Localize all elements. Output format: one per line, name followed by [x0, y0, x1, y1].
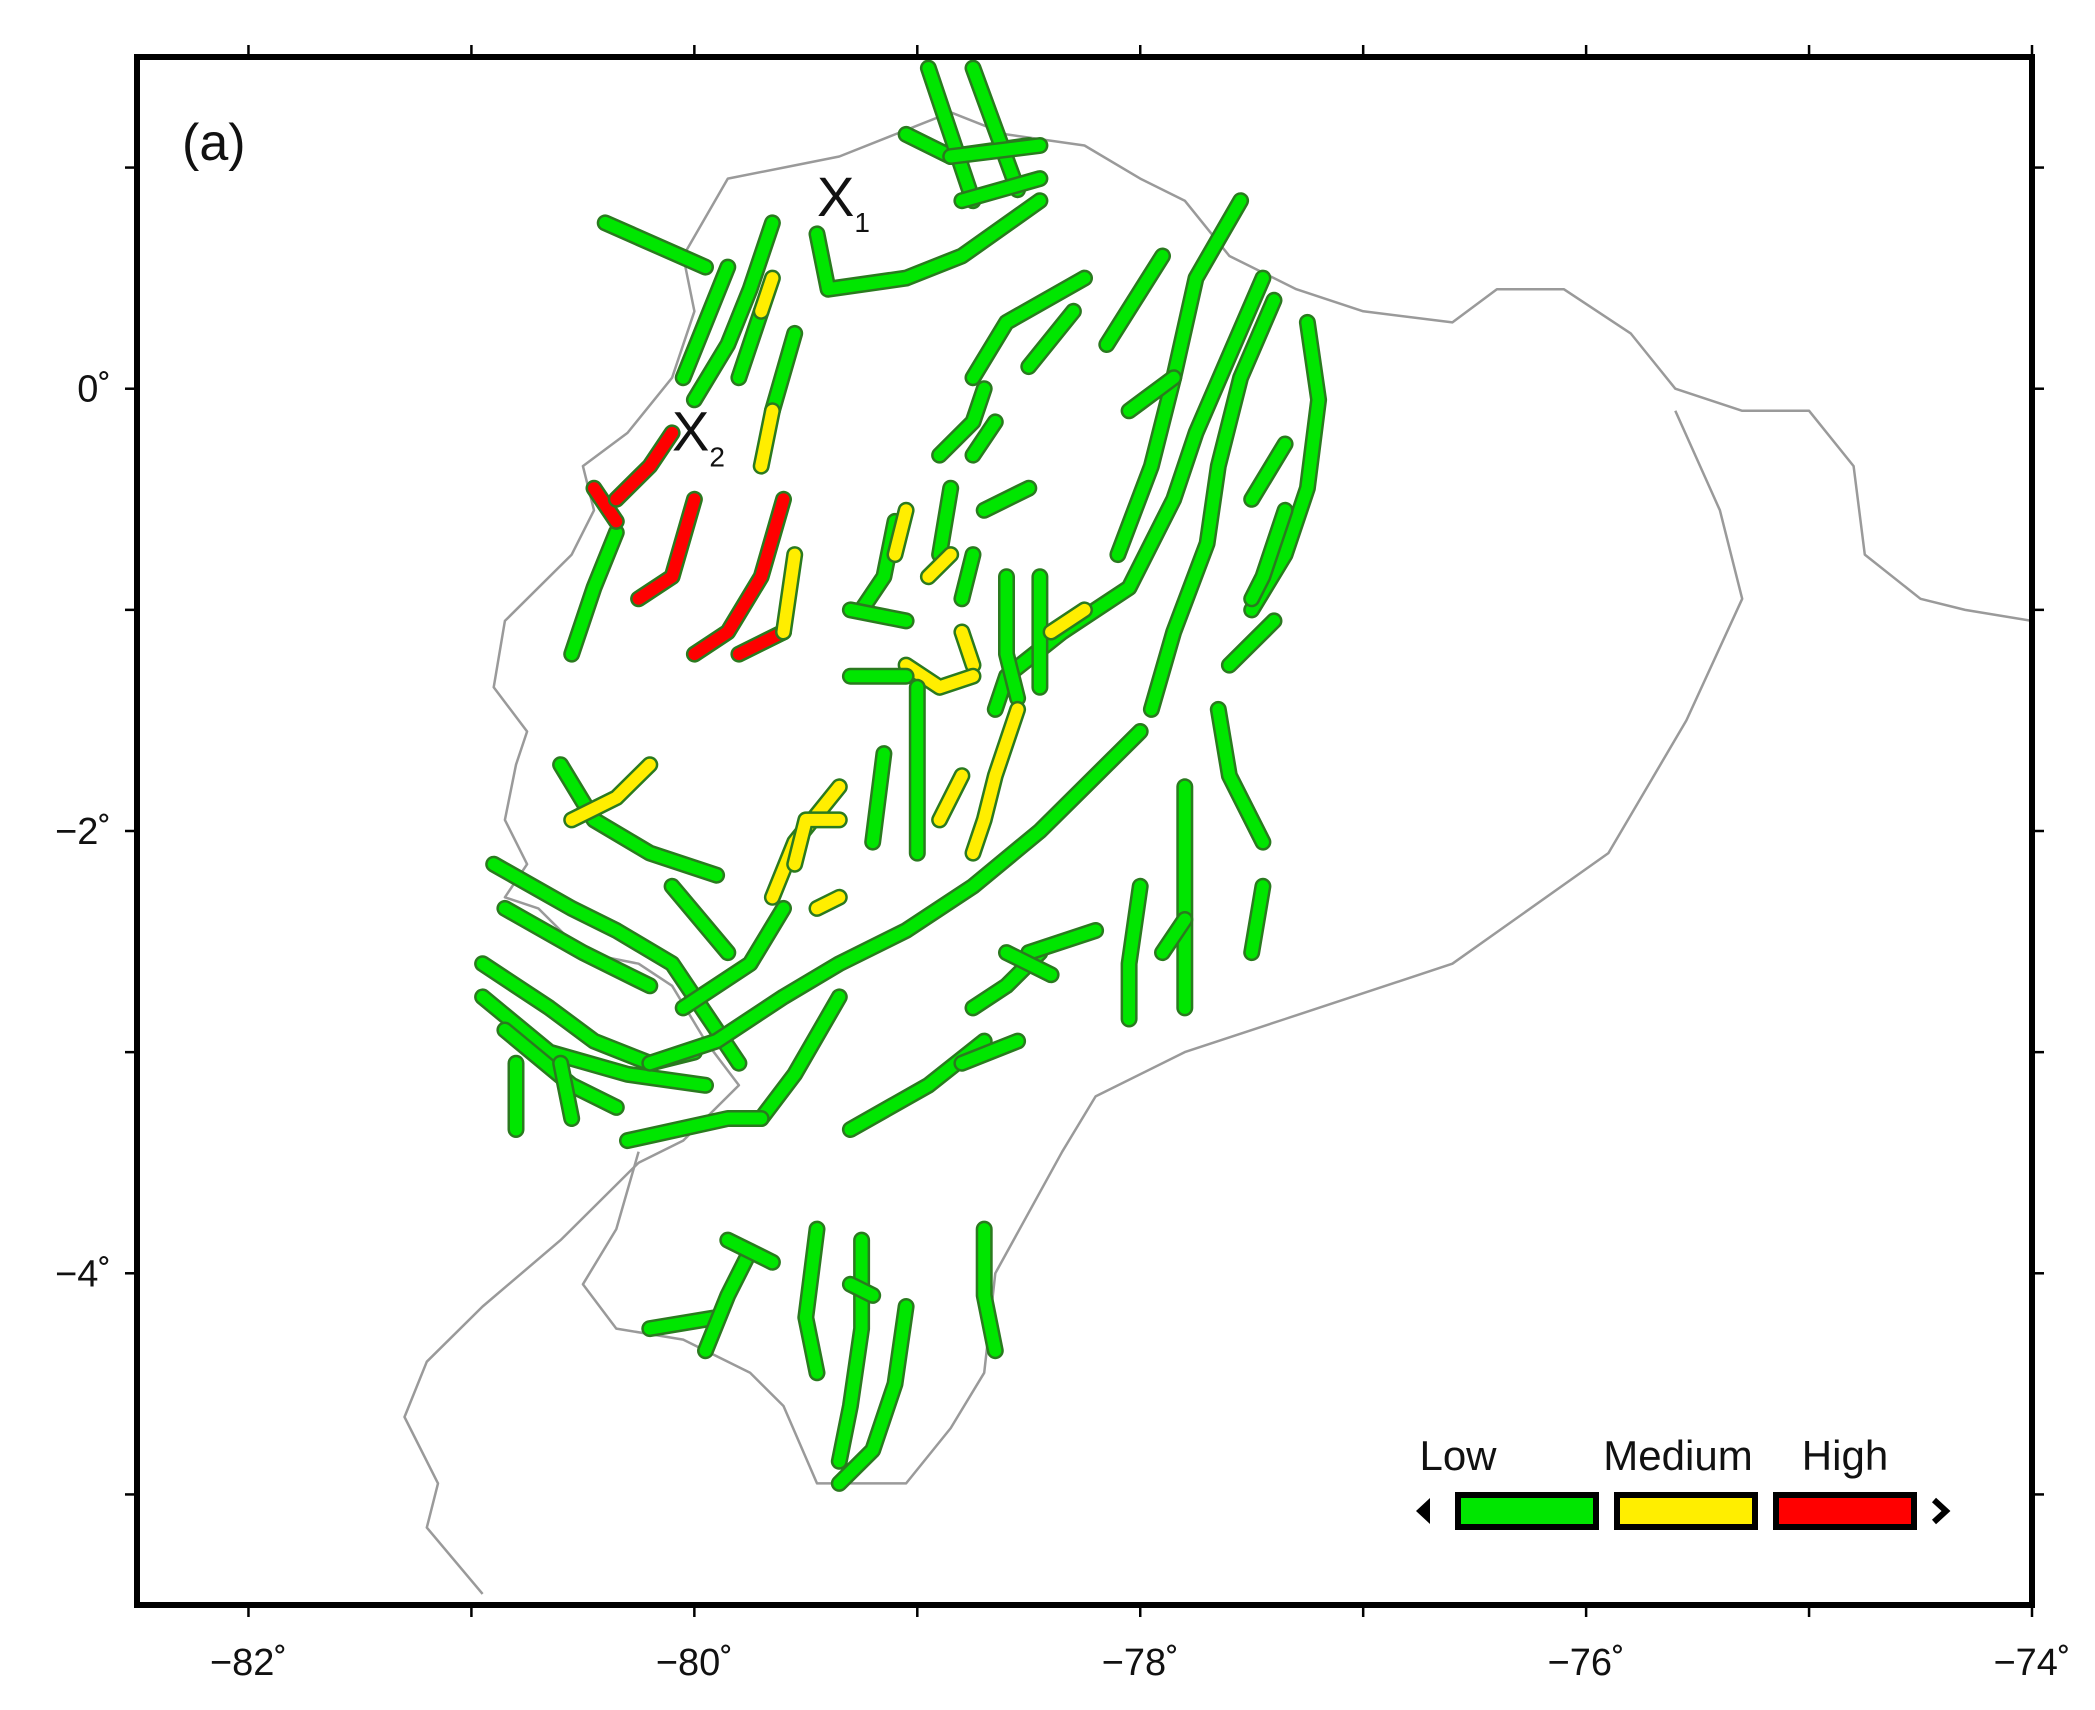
fault-medium	[900, 659, 979, 694]
fault-low	[955, 1035, 1024, 1070]
x-tick-label: −74˚	[1993, 1642, 2070, 1684]
fault-high	[610, 426, 679, 506]
fault-low	[621, 1112, 768, 1147]
x-tick-label: −76˚	[1548, 1642, 1625, 1684]
fault-low	[967, 62, 1024, 196]
fault-low	[967, 272, 1091, 384]
fault-low	[643, 725, 1147, 1070]
fault-low	[1245, 504, 1292, 605]
fault-low	[1223, 614, 1280, 672]
fault-low	[866, 747, 890, 849]
fault-medium	[922, 548, 957, 583]
fault-low	[1245, 316, 1325, 616]
fault-layer	[474, 59, 1328, 1492]
fault-low	[1212, 703, 1269, 849]
fault-low	[933, 382, 991, 462]
fault-medium	[788, 813, 846, 871]
y-tick-label: 0˚	[77, 369, 111, 411]
fault-low	[766, 327, 801, 417]
fault-low	[498, 902, 656, 992]
fault-low	[922, 62, 979, 207]
fault-low	[554, 1057, 578, 1125]
x-tick-label: −82˚	[210, 1642, 287, 1684]
legend-swatch-low	[1455, 1492, 1599, 1530]
fault-low	[955, 548, 979, 605]
fault-low	[811, 194, 1046, 296]
x-tick-label: −80˚	[656, 1642, 733, 1684]
fault-low	[699, 1245, 757, 1357]
y-tick-label: −4˚	[55, 1253, 111, 1295]
fault-low	[732, 305, 768, 384]
fault-medium	[955, 626, 979, 672]
legend-right-arrow	[1931, 1497, 1951, 1525]
legend-label-medium: Medium	[1603, 1432, 1752, 1479]
fault-medium	[933, 769, 968, 826]
fault-low	[933, 482, 957, 561]
fault-low	[1123, 371, 1180, 417]
fault-medium	[889, 504, 913, 561]
fault-high	[688, 493, 790, 661]
legend-label-low: Low	[1419, 1432, 1497, 1479]
fault-high	[588, 482, 623, 528]
fault-low	[978, 1223, 1002, 1357]
fault-low	[721, 1234, 779, 1269]
fault-medium	[967, 703, 1024, 860]
fault-low	[1100, 250, 1169, 351]
fault-low	[833, 1300, 913, 1490]
fault-low	[688, 216, 779, 406]
coastline	[403, 111, 2032, 1595]
y-tick-label: −2˚	[55, 811, 111, 853]
legend: Low Medium High	[1416, 1432, 1951, 1530]
fault-low	[666, 880, 734, 959]
fault-medium	[565, 758, 656, 826]
fault-low	[1000, 946, 1058, 981]
fault-low	[844, 1278, 879, 1302]
fault-low	[755, 990, 846, 1125]
fault-low	[955, 172, 1046, 207]
fault-medium	[755, 404, 779, 473]
fault-low	[677, 261, 734, 384]
fault-low	[565, 526, 623, 661]
fault-medium	[811, 891, 846, 915]
legend-left-arrow	[1416, 1498, 1430, 1524]
fault-low	[1156, 913, 1191, 959]
fault-low	[967, 415, 1002, 462]
legend-label-high: High	[1802, 1432, 1888, 1479]
fault-low	[476, 990, 712, 1092]
axis-ticks	[125, 45, 2044, 1617]
fault-medium	[755, 272, 779, 318]
panel-label: (a)	[182, 114, 246, 172]
fault-low	[1000, 570, 1024, 705]
axis-tick-labels: −82˚ −80˚ −78˚ −76˚ −74˚ 0˚ −2˚ −4˚	[55, 369, 2071, 1684]
fault-low	[1245, 438, 1292, 506]
legend-swatch-high	[1773, 1492, 1917, 1530]
fault-high	[632, 493, 701, 605]
fault-low	[677, 902, 790, 1014]
fault-low	[1022, 924, 1102, 959]
fault-low	[1123, 880, 1147, 1025]
fault-low	[554, 758, 723, 882]
fault-low	[1145, 294, 1280, 716]
x-tick-label: −78˚	[1102, 1642, 1179, 1684]
fault-low	[944, 139, 1046, 163]
annotation-subscript: 2	[709, 442, 725, 473]
fault-low	[978, 482, 1035, 517]
legend-swatch-medium	[1614, 1492, 1758, 1530]
fault-low	[1022, 305, 1080, 373]
annotation-subscript: 1	[854, 207, 870, 238]
fault-low	[799, 1223, 823, 1379]
fault-low	[844, 603, 913, 627]
fault-low	[643, 1311, 723, 1335]
fault-medium	[777, 548, 801, 638]
fault-low	[1245, 880, 1269, 959]
fault-low	[599, 216, 712, 274]
fault-medium	[1045, 603, 1091, 638]
